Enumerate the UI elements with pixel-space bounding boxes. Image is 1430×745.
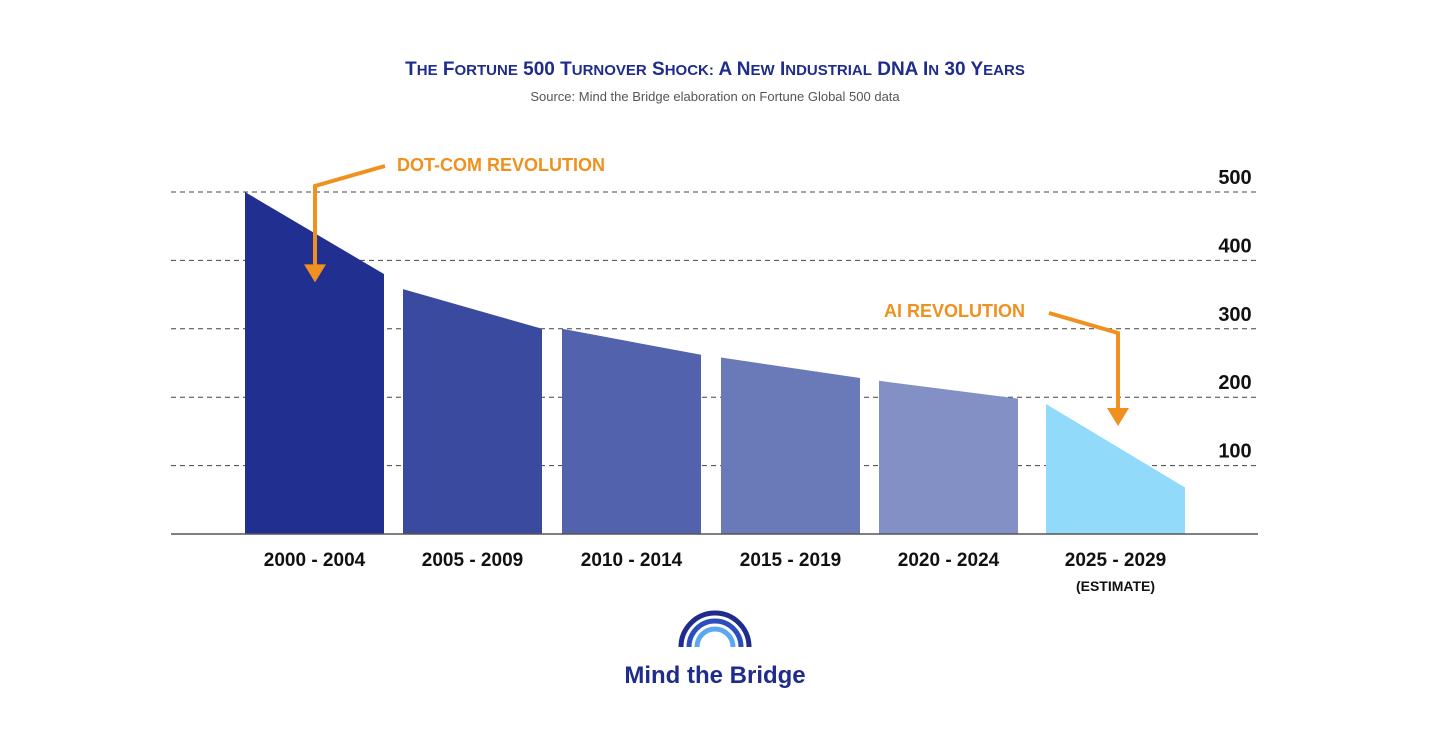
- annotation-dot-com: DOT-COM REVOLUTION: [397, 155, 605, 175]
- bar-2020-2024: [879, 380, 1018, 534]
- category-label: 2025 - 2029: [1065, 550, 1166, 571]
- y-tick-100: 100: [1218, 441, 1251, 463]
- category-label: 2010 - 2014: [581, 550, 683, 571]
- y-tick-300: 300: [1218, 304, 1251, 326]
- mind-the-bridge-logo: Mind the Bridge: [624, 610, 806, 689]
- annotations: DOT-COM REVOLUTION AI REVOLUTION: [304, 155, 1129, 426]
- category-label: 2005 - 2009: [422, 550, 523, 571]
- y-tick-labels: 100 200 300 400 500: [1218, 167, 1251, 463]
- annotation-ai: AI REVOLUTION: [884, 301, 1025, 321]
- logo-wordmark: Mind the Bridge: [624, 662, 805, 689]
- bar-2005-2009: [403, 289, 542, 534]
- y-tick-200: 200: [1218, 372, 1251, 394]
- annotation-arrow-line: [313, 164, 386, 267]
- arrow-head-icon: [304, 264, 326, 283]
- bar-2010-2014: [562, 328, 701, 534]
- y-tick-500: 500: [1218, 167, 1251, 189]
- category-label: 2015 - 2019: [740, 550, 841, 571]
- category-note: (ESTIMATE): [1076, 578, 1155, 594]
- bar-2015-2019: [721, 357, 860, 534]
- chart-subtitle: Source: Mind the Bridge elaboration on F…: [530, 89, 900, 104]
- category-labels: 2000 - 2004 2005 - 2009 2010 - 2014 2015 - …: [264, 550, 1166, 594]
- category-label: 2000 - 2004: [264, 550, 366, 571]
- category-label: 2020 - 2024: [898, 550, 1000, 571]
- chart-title: THE FORTUNE 500 TURNOVER SHOCK: A NEW IN…: [405, 59, 1025, 80]
- arrow-head-icon: [1107, 407, 1129, 426]
- bridge-arcs-icon: [678, 610, 752, 648]
- annotation-arrow-line: [1048, 311, 1120, 410]
- bars: [245, 192, 1185, 534]
- bar-2000-2004: [245, 192, 384, 534]
- bar-2025-2029: [1046, 404, 1185, 534]
- y-tick-400: 400: [1218, 235, 1251, 257]
